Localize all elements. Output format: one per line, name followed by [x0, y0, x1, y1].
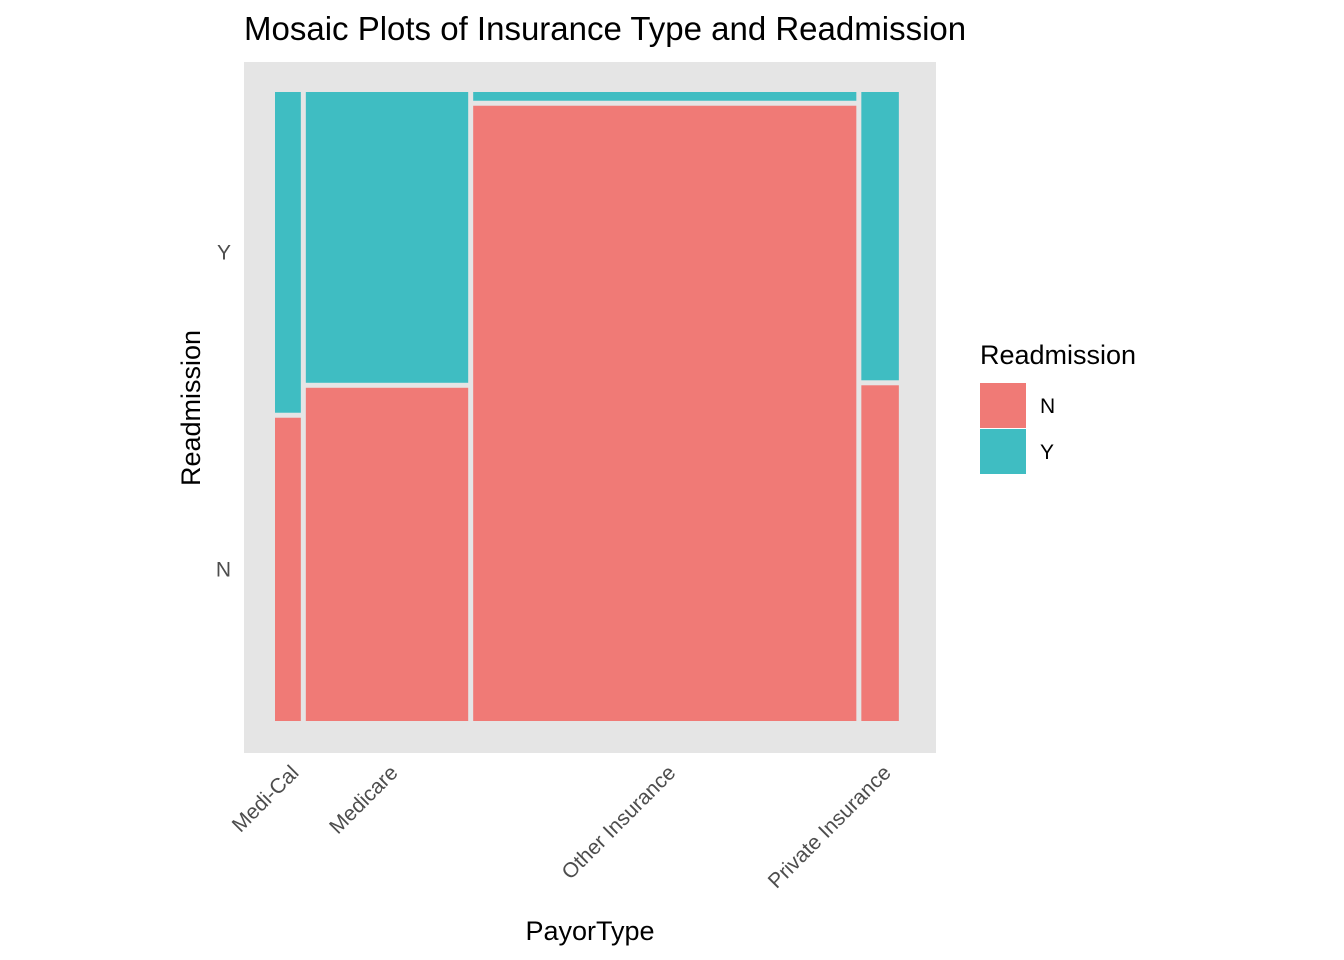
- tile-medi-cal-y: [275, 92, 301, 413]
- tile-private-insurance-y: [861, 92, 899, 381]
- legend-title: Readmission: [980, 340, 1136, 370]
- chart-title: Mosaic Plots of Insurance Type and Readm…: [244, 10, 966, 47]
- legend: Readmission NY: [980, 340, 1136, 474]
- tile-private-insurance-n: [861, 385, 899, 721]
- legend-label: Y: [1040, 441, 1054, 464]
- tile-medi-cal-n: [275, 417, 301, 721]
- tile-other-insurance-n: [473, 105, 857, 721]
- x-axis-title: PayorType: [525, 916, 654, 946]
- y-axis-tick-labels: NY: [216, 241, 231, 581]
- tile-medicare-n: [305, 387, 469, 721]
- x-tick-label: Medi-Cal: [228, 761, 304, 837]
- tile-medicare-y: [305, 92, 469, 383]
- y-tick-label: N: [216, 558, 231, 581]
- mosaic-tiles: [275, 92, 899, 721]
- x-tick-label: Other Insurance: [558, 761, 681, 884]
- legend-items: NY: [980, 383, 1055, 474]
- y-axis-title: Readmission: [176, 330, 206, 486]
- x-tick-label: Medicare: [325, 761, 402, 838]
- legend-label: N: [1040, 395, 1055, 418]
- tile-other-insurance-y: [473, 92, 857, 101]
- legend-key-y: [980, 429, 1026, 474]
- x-tick-label: Private Insurance: [764, 761, 896, 893]
- x-axis-tick-labels: Medi-Cal Medicare Other Insurance Private I…: [228, 761, 896, 893]
- y-tick-label: Y: [217, 241, 231, 264]
- legend-key-n: [980, 383, 1026, 428]
